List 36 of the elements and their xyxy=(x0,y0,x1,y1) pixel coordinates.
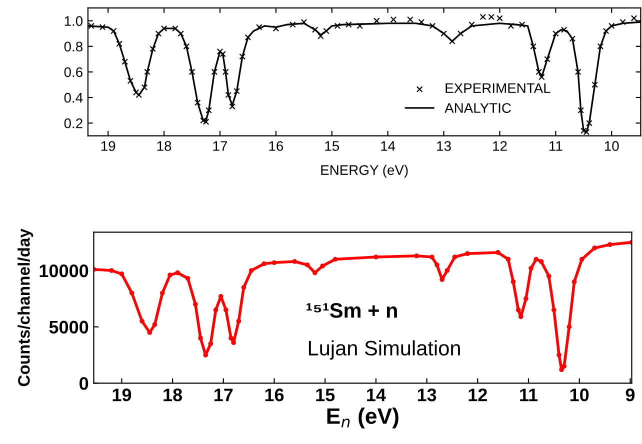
y-tick-label: 0 xyxy=(80,377,88,390)
x-tick-label: 10 xyxy=(570,388,589,402)
x-tick-label: 16 xyxy=(269,141,284,151)
x-axis-title: ENERGY (eV) xyxy=(321,164,408,178)
x-tick-label: 18 xyxy=(164,388,182,402)
x-tick-label: 11 xyxy=(520,388,538,402)
x-tick-label: 12 xyxy=(493,141,507,151)
y-tick-label: 0.2 xyxy=(64,118,82,128)
y-axis-title: Counts/channel/day xyxy=(18,228,34,386)
x-tick-label: 14 xyxy=(367,388,386,402)
x-tick-label: 13 xyxy=(437,141,451,151)
x-tick-label: 15 xyxy=(325,141,340,151)
legend-label: EXPERIMENTAL xyxy=(446,83,550,93)
x-tick-label: 14 xyxy=(381,141,396,151)
x-axis-title: E$_{n}$ (eV) xyxy=(327,408,398,428)
annotation: Lujan Simulation xyxy=(308,340,460,360)
x-tick-label: 17 xyxy=(214,388,233,402)
y-tick-label: 1.0 xyxy=(64,16,83,26)
y-tick-label: 0.6 xyxy=(64,67,82,78)
x-tick-label: 19 xyxy=(112,388,132,402)
annotation: ¹⁵¹Sm + n xyxy=(306,303,397,318)
y-tick-label: 0.8 xyxy=(64,42,82,52)
x-tick-label: 12 xyxy=(468,388,487,402)
x-tick-label: 11 xyxy=(550,141,562,151)
x-tick-label: 17 xyxy=(213,141,228,151)
x-tick-label: 18 xyxy=(157,141,172,151)
x-tick-label: 15 xyxy=(316,388,335,402)
x-tick-label: 13 xyxy=(418,388,436,402)
x-tick-label: 19 xyxy=(101,141,116,151)
x-tick-label: 9 xyxy=(626,388,635,402)
y-tick-label: 5000 xyxy=(49,320,88,334)
x-tick-label: 16 xyxy=(265,388,284,402)
legend-label: ANALYTIC xyxy=(444,103,511,113)
y-tick-label: 10000 xyxy=(40,264,88,278)
x-tick-label: 10 xyxy=(604,141,619,151)
y-tick-label: 0.4 xyxy=(64,92,83,103)
